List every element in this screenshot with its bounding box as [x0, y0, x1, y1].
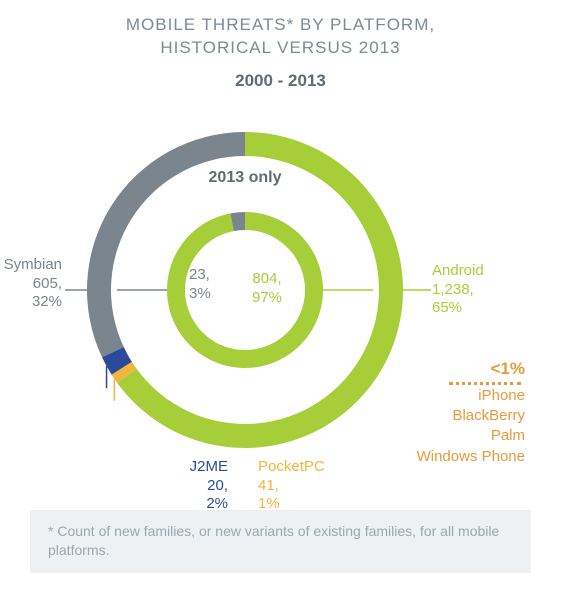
less-than-one-dotline	[449, 382, 521, 385]
inner-ring-label: 2013 only	[0, 168, 490, 188]
android-inner-label: 804, 97%	[252, 270, 282, 308]
outer-slice-symbian	[87, 132, 245, 357]
chart-title: MOBILE THREATS* BY PLATFORM, HISTORICAL …	[0, 0, 561, 60]
less-than-one-list: iPhone BlackBerry Palm Windows Phone	[417, 386, 525, 467]
donut-chart: 2000 - 2013 2013 only Android 1,238, 65%…	[0, 60, 561, 500]
title-line2: HISTORICAL VERSUS 2013	[160, 38, 400, 57]
title-line1: MOBILE THREATS* BY PLATFORM,	[126, 15, 435, 34]
symbian-outer-label: Symbian 605, 32%	[2, 256, 62, 312]
pocketpc-label: PocketPC 41, 1%	[258, 458, 325, 514]
j2me-label: J2ME 20, 2%	[186, 458, 228, 514]
symbian-inner-label: 23, 3%	[189, 266, 211, 304]
android-outer-label: Android 1,238, 65%	[432, 262, 484, 318]
outer-ring-label: 2000 - 2013	[0, 70, 561, 91]
footnote: * Count of new families, or new variants…	[30, 510, 531, 573]
less-than-one-header: <1%	[491, 358, 526, 379]
